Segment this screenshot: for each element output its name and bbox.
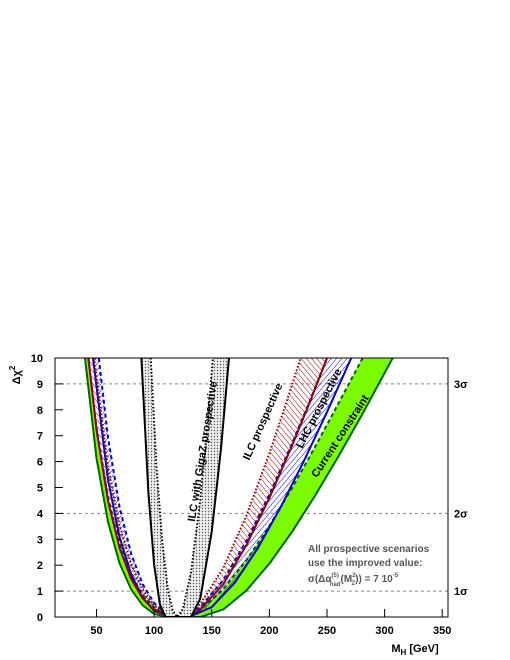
note-line: All prospective scenarios [308, 544, 430, 555]
band-outer-line [87, 358, 328, 617]
formula-part: had [330, 582, 341, 588]
band-outer-line [84, 358, 394, 617]
sigma-label: 2σ [454, 508, 468, 520]
band-outer-line [140, 358, 230, 617]
y-tick-label: 10 [31, 353, 43, 365]
note-formula: σ(Δα(5) had(M2 Z)) = 7 10-5 [308, 573, 399, 588]
sigma-label: 3σ [454, 379, 468, 391]
y-title-main: Δχ [11, 369, 23, 384]
x-tick-label: 300 [375, 625, 393, 637]
band-area [85, 358, 393, 617]
sigma-label: 1σ [454, 586, 468, 598]
formula-part: -5 [393, 573, 399, 579]
y-tick-label: 3 [37, 534, 43, 546]
plot-area [55, 358, 448, 617]
x-title-main: M [391, 643, 400, 655]
y-tick-label: 8 [37, 405, 43, 417]
y-tick-label: 0 [37, 612, 43, 624]
band-area [141, 358, 229, 617]
y-title-sup: 2 [8, 365, 17, 370]
formula-part: σ(Δα [308, 574, 332, 585]
y-tick-label: 5 [37, 483, 43, 495]
y-tick-label: 1 [37, 586, 43, 598]
formula-part: Z [352, 581, 356, 587]
x-tick-label: 100 [145, 625, 163, 637]
x-tick-label: 50 [90, 625, 102, 637]
formula-part: )) = 7 10 [355, 574, 393, 585]
y-tick-label: 7 [37, 431, 43, 443]
note-line: use the improved value: [308, 558, 422, 569]
band-inner-line [149, 358, 214, 617]
y-tick-label: 4 [37, 508, 44, 520]
x-tick-label: 200 [260, 625, 278, 637]
y-tick-label: 2 [37, 560, 43, 572]
formula-part: (M [341, 574, 353, 585]
y-tick-label: 9 [37, 379, 43, 391]
x-axis-title: MH [GeV] [391, 643, 439, 657]
formula-part: (5) [332, 573, 339, 579]
x-title-sub: H [400, 648, 406, 657]
formula-part: 2 [352, 573, 356, 579]
x-tick-label: 350 [433, 625, 451, 637]
y-axis-title: Δχ2 [8, 365, 23, 384]
x-tick-label: 150 [203, 625, 221, 637]
x-title-unit: [GeV] [406, 643, 439, 655]
band-inner-line [93, 358, 302, 617]
x-tick-label: 250 [318, 625, 336, 637]
y-tick-label: 6 [37, 457, 43, 469]
band-area [88, 358, 328, 617]
band-area [93, 358, 352, 617]
